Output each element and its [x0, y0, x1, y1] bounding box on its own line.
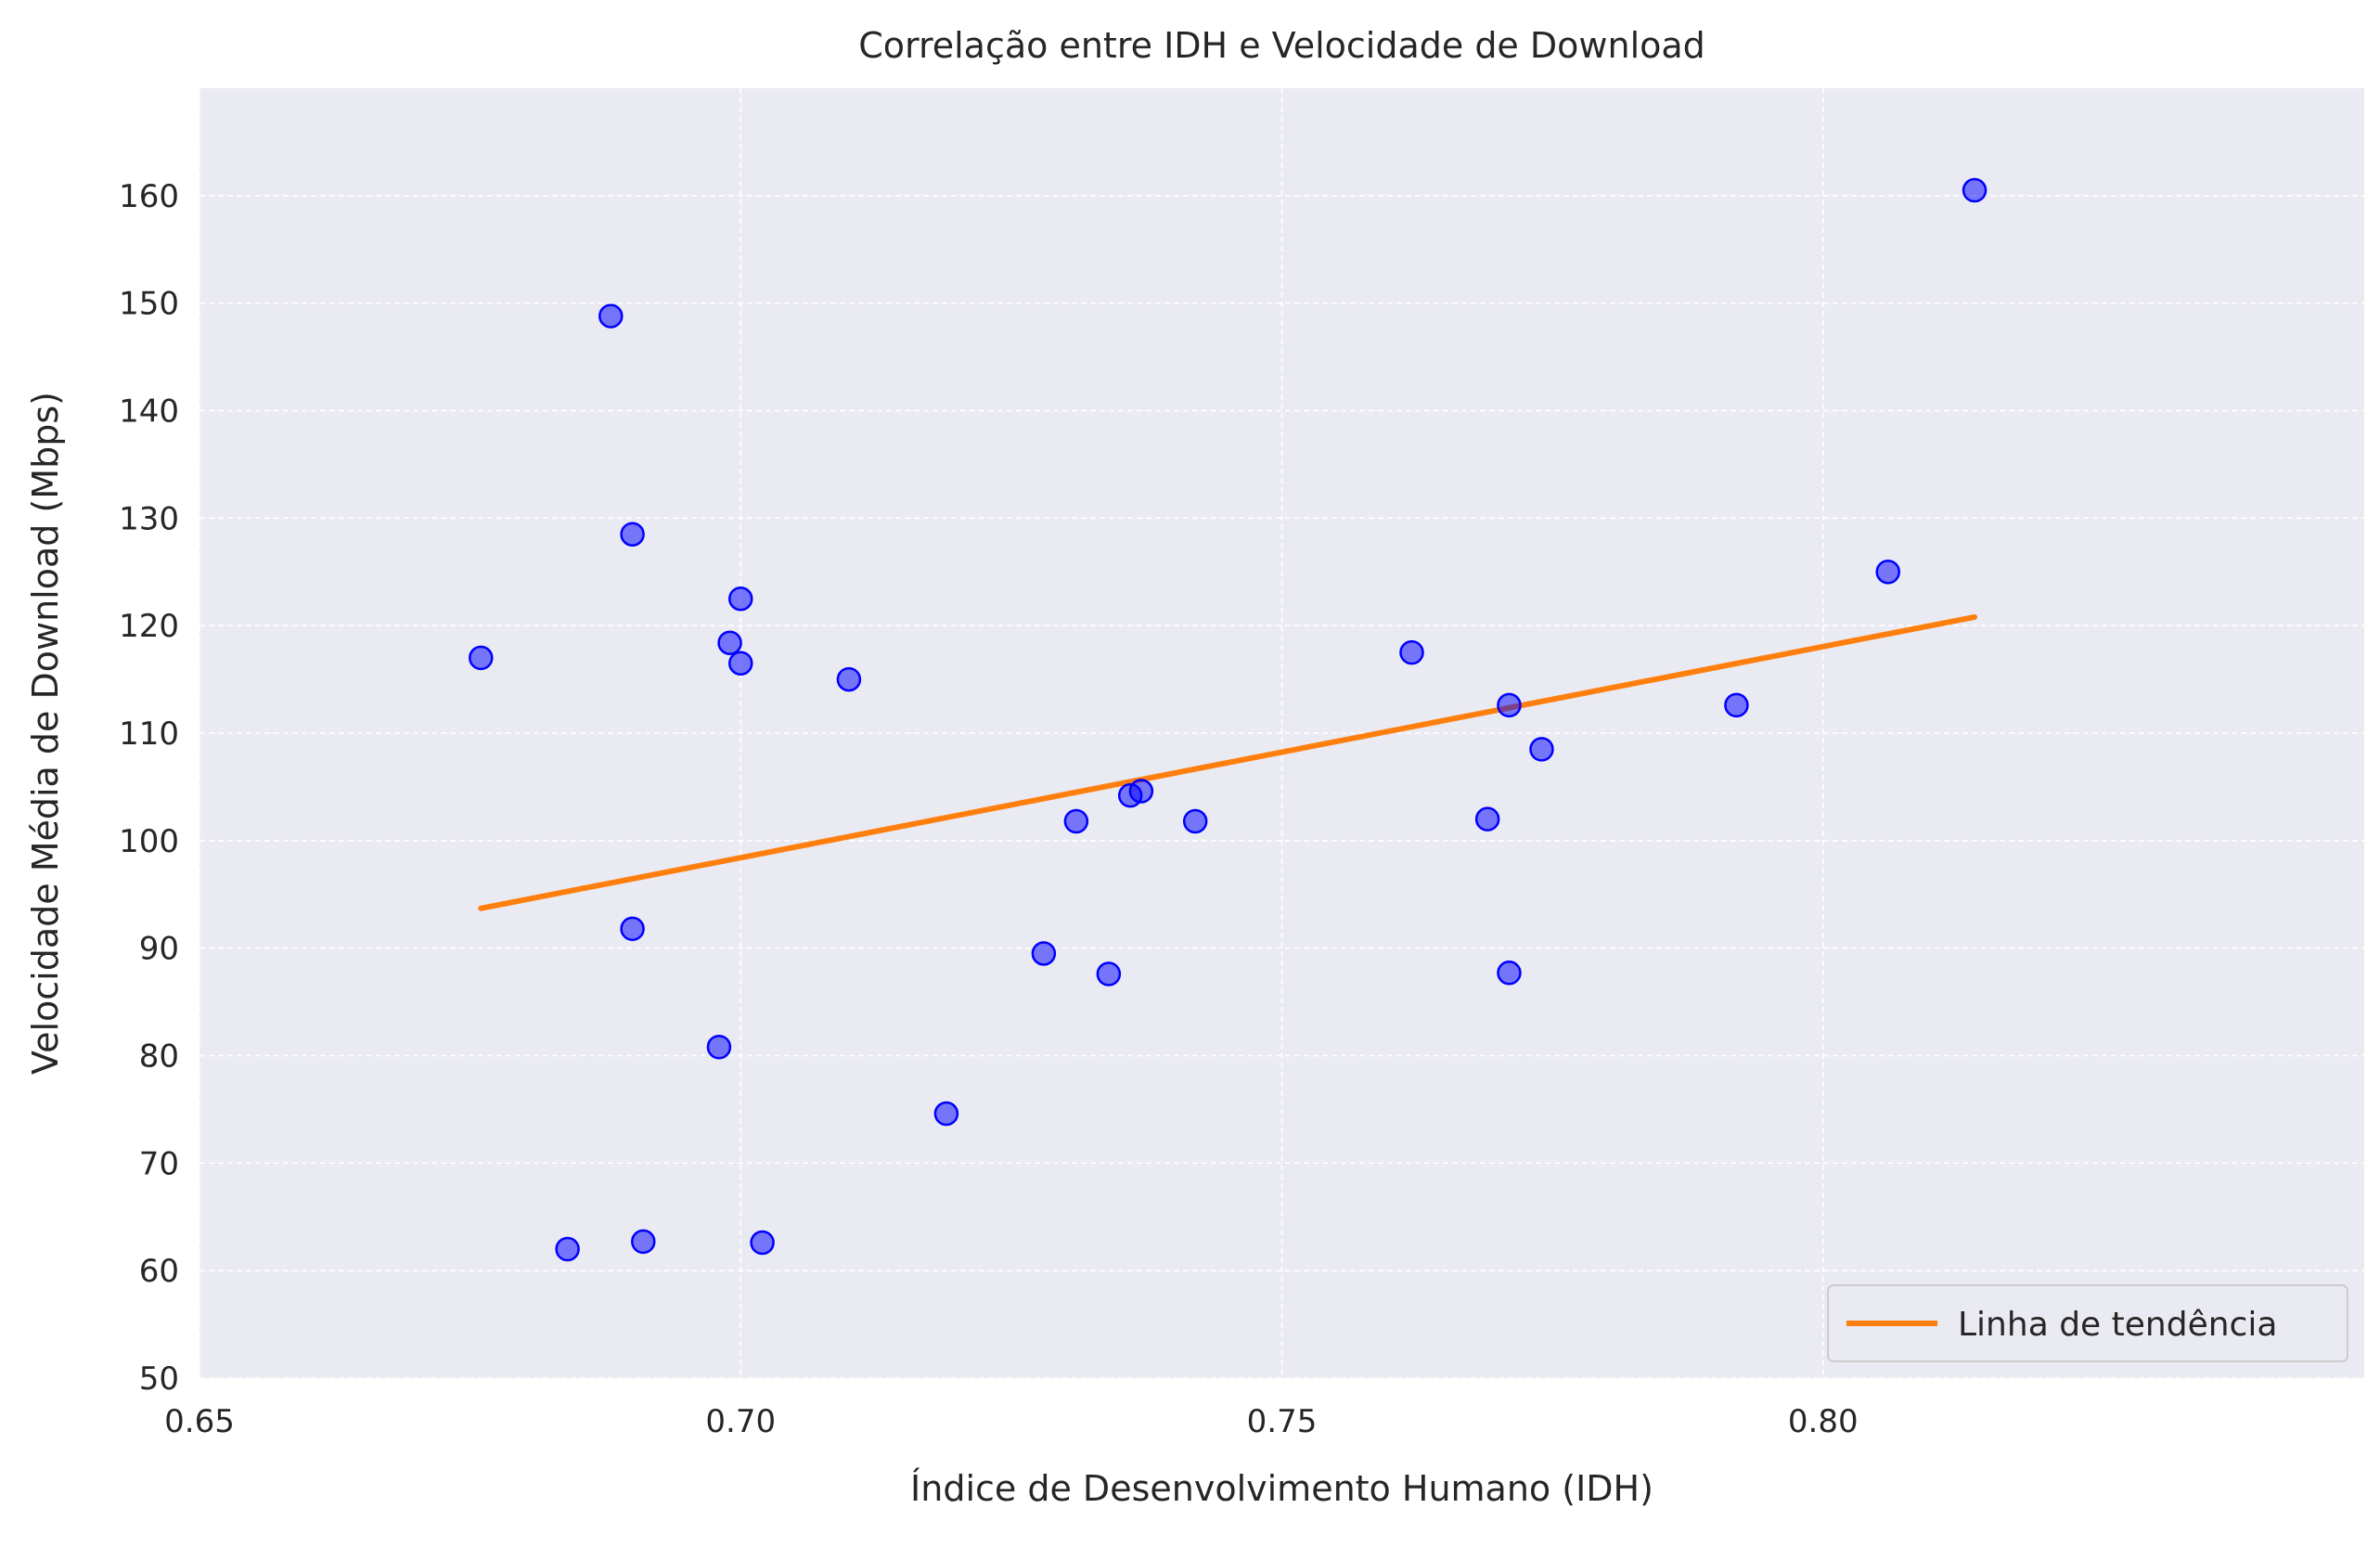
scatter-point	[598, 303, 624, 329]
x-tick-label: 0.80	[1788, 1403, 1859, 1440]
scatter-point	[1497, 692, 1522, 718]
y-tick-label: 70	[139, 1145, 179, 1182]
scatter-point	[1128, 779, 1154, 804]
y-axis-label: Velocidade Média de Download (Mbps)	[25, 392, 66, 1075]
y-tick-label: 90	[139, 931, 179, 968]
y-tick-label: 60	[139, 1253, 179, 1290]
scatter-point	[836, 666, 862, 692]
y-tick-label: 100	[119, 823, 179, 860]
scatter-point	[717, 630, 742, 655]
y-tick-label: 160	[119, 178, 179, 215]
scatter-point	[1962, 177, 1988, 203]
scatter-point	[1724, 692, 1749, 718]
scatter-point	[1096, 961, 1122, 986]
scatter-points-layer	[469, 177, 1988, 1262]
scatter-point	[728, 586, 753, 612]
x-tick-label: 0.75	[1247, 1403, 1318, 1440]
y-tick-label: 80	[139, 1038, 179, 1076]
y-tick-label: 120	[119, 608, 179, 645]
y-tick-labels: 50 60 70 80 90 100 110 120 130 140 150 160	[119, 178, 179, 1398]
scatter-point	[631, 1229, 656, 1255]
y-tick-label: 110	[119, 715, 179, 753]
y-tick-label: 130	[119, 500, 179, 537]
scatter-point	[933, 1101, 959, 1127]
scatter-point	[750, 1230, 775, 1256]
scatter-point	[1182, 808, 1208, 834]
grid-lines	[199, 88, 2364, 1379]
trend-line	[478, 613, 1978, 911]
trend-line-layer	[478, 613, 1978, 911]
scatter-point	[555, 1236, 580, 1262]
legend: Linha de tendência	[1827, 1284, 2348, 1362]
scatter-point	[706, 1034, 732, 1060]
scatter-point	[469, 645, 494, 671]
scatter-point	[1474, 806, 1500, 832]
y-tick-label: 140	[119, 393, 179, 431]
scatter-point	[1875, 560, 1900, 585]
scatter-point	[1031, 941, 1057, 966]
scatter-point	[620, 916, 645, 942]
x-tick-labels: 0.65 0.70 0.75 0.80	[164, 1403, 1858, 1440]
legend-label-trend-line: Linha de tendência	[1958, 1306, 2277, 1344]
chart-title: Correlação entre IDH e Velocidade de Dow…	[858, 25, 1705, 66]
x-tick-label: 0.70	[705, 1403, 776, 1440]
scatter-point	[620, 522, 645, 547]
y-tick-label: 50	[139, 1360, 179, 1398]
y-tick-label: 150	[119, 286, 179, 323]
x-axis-label: Índice de Desenvolvimento Humano (IDH)	[910, 1468, 1653, 1509]
scatter-point	[1063, 808, 1089, 834]
x-tick-label: 0.65	[164, 1403, 235, 1440]
scatter-point	[1529, 737, 1554, 762]
scatter-point	[1399, 639, 1424, 665]
scatter-point	[728, 651, 753, 676]
scatter-point	[1497, 960, 1522, 986]
legend-box	[1827, 1284, 2348, 1362]
